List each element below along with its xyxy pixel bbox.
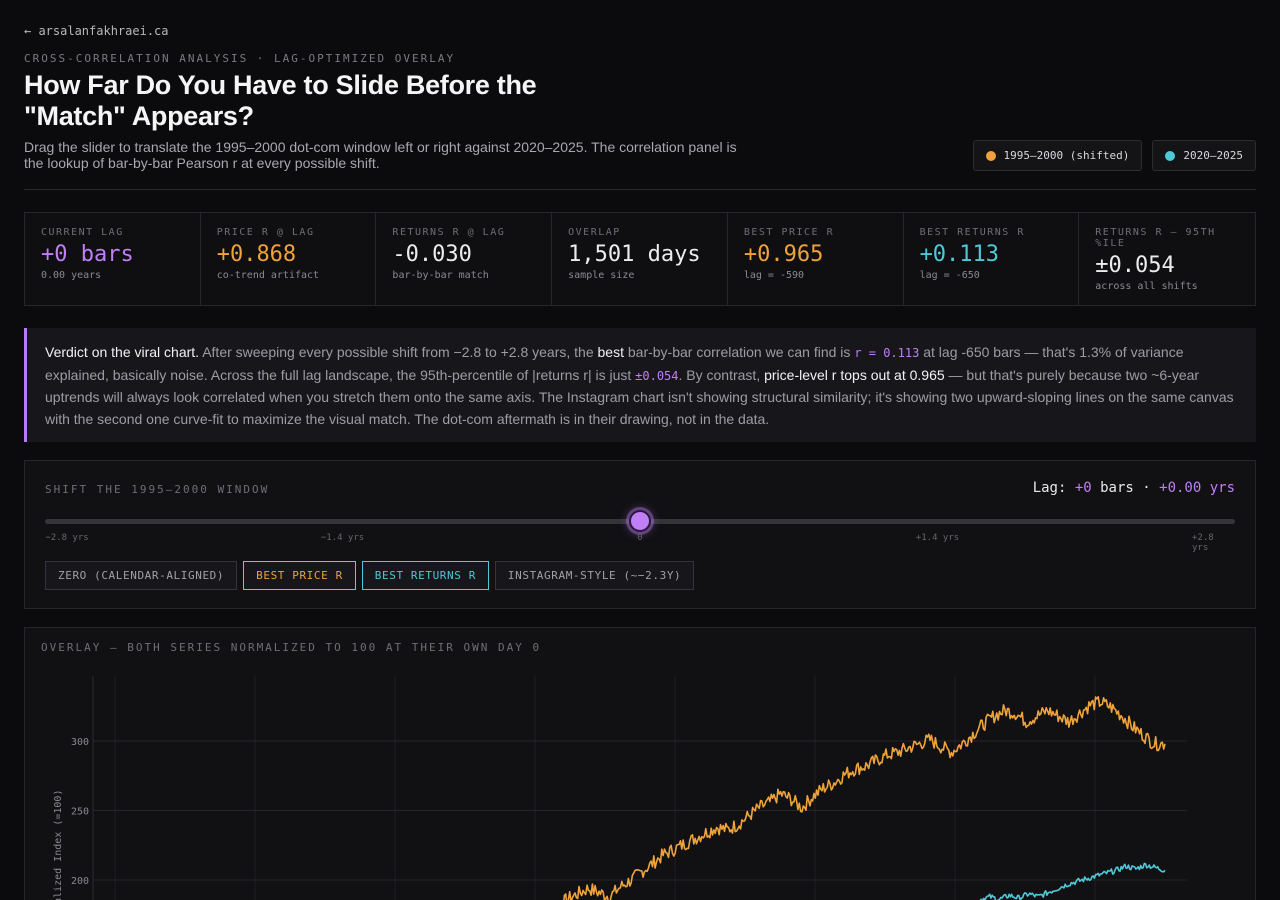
stat-best-returns-r: BEST RETURNS R +0.113 lag = -650: [904, 213, 1080, 305]
legend-item-2020: 2020–2025: [1152, 140, 1256, 171]
stat-current-lag: CURRENT LAG +0 bars 0.00 years: [25, 213, 201, 305]
legend-label: 1995–2000 (shifted): [1003, 149, 1130, 162]
back-link[interactable]: ← arsalanfakhraei.ca: [24, 24, 169, 38]
preset-best-returns-button[interactable]: BEST RETURNS R: [361, 561, 489, 590]
stat-value: +0.113: [919, 242, 1000, 267]
overlay-chart: 200 250 300 Normalized Index (=100): [53, 676, 1187, 900]
stat-value: +0 bars: [41, 242, 134, 267]
verdict-price-level: price-level r tops out at 0.965: [764, 366, 945, 383]
divider: [24, 189, 1256, 190]
slider-panel: SHIFT THE 1995–2000 WINDOW Lag: +0 bars …: [24, 460, 1256, 609]
lag-slider-thumb[interactable]: [629, 510, 651, 532]
preset-best-price-button[interactable]: BEST PRICE R: [243, 561, 356, 590]
stats-grid: CURRENT LAG +0 bars 0.00 years PRICE R @…: [24, 212, 1256, 306]
verdict-text: — but that's purely because two ~6-year …: [45, 366, 1234, 427]
legend-label: 2020–2025: [1183, 149, 1243, 162]
verdict-text: . By contrast,: [678, 366, 765, 383]
slider-title: SHIFT THE 1995–2000 WINDOW: [45, 483, 270, 496]
stat-sub: across all shifts: [1095, 281, 1198, 292]
stat-sub: co-trend artifact: [216, 270, 320, 281]
stat-sub: lag = -590: [743, 270, 805, 281]
page-title: How Far Do You Have to Slide Before the …: [24, 70, 537, 131]
slider-tick: +2.8 yrs: [1192, 533, 1214, 553]
verdict-text: at lag -650 bars — that's 1.3% of varian…: [45, 344, 1184, 383]
overlay-title: OVERLAY — BOTH SERIES NORMALIZED TO 100 …: [41, 641, 542, 654]
page-subtitle: Drag the slider to translate the 1995–20…: [24, 139, 737, 171]
slider-tick: +1.4 yrs: [915, 533, 960, 543]
verdict-code-pct: ±0.054: [635, 368, 679, 383]
y-axis-label: Normalized Index (=100): [53, 790, 64, 900]
y-tick-label: 200: [71, 876, 89, 887]
verdict-text: After sweeping every possible shift from…: [199, 344, 598, 360]
stat-sub: lag = -650: [919, 270, 980, 281]
stat-label: BEST RETURNS R: [919, 227, 1025, 238]
preset-buttons: ZERO (CALENDAR-ALIGNED) BEST PRICE R BES…: [45, 561, 695, 590]
stat-sub: 0.00 years: [41, 270, 102, 281]
lag-bars: +0: [1074, 480, 1092, 496]
stat-returns-95th: RETURNS R — 95TH %ILE ±0.054 across all …: [1079, 213, 1255, 305]
stat-value: -0.030: [392, 242, 472, 267]
stat-sub: sample size: [568, 270, 635, 281]
verdict-code-r: r = 0.113: [854, 346, 920, 360]
y-tick-label: 300: [71, 737, 89, 748]
stat-label: PRICE R @ LAG: [216, 227, 315, 238]
eyebrow: CROSS-CORRELATION ANALYSIS · LAG-OPTIMIZ…: [24, 52, 456, 65]
verdict-callout: Verdict on the viral chart. After sweepi…: [24, 328, 1256, 442]
verdict-text: bar-by-bar correlation we can find is: [623, 344, 855, 360]
lag-years: +0.00 yrs: [1159, 480, 1235, 496]
slider-tick: −2.8 yrs: [45, 533, 89, 543]
stat-returns-r: RETURNS R @ LAG -0.030 bar-by-bar match: [376, 213, 553, 305]
overlay-chart-panel: OVERLAY — BOTH SERIES NORMALIZED TO 100 …: [24, 627, 1256, 900]
stat-label: OVERLAP: [568, 227, 621, 238]
lag-readout: Lag: +0 bars · +0.00 yrs: [1033, 480, 1235, 496]
y-tick-label: 250: [71, 807, 89, 818]
stat-overlap: OVERLAP 1,501 days sample size: [552, 213, 728, 305]
stat-value: ±0.054: [1095, 253, 1175, 278]
stat-label: RETURNS R — 95TH %ILE: [1095, 227, 1216, 249]
stat-price-r: PRICE R @ LAG +0.868 co-trend artifact: [201, 213, 377, 305]
stat-value: +0.868: [216, 242, 297, 267]
orange-dot-icon: [985, 150, 996, 161]
cyan-dot-icon: [1165, 150, 1176, 161]
legend: 1995–2000 (shifted) 2020–2025: [972, 140, 1256, 171]
series-line-1995: [563, 696, 1166, 900]
slider-tick: −1.4 yrs: [320, 533, 365, 543]
stat-label: BEST PRICE R: [743, 227, 835, 238]
verdict-lead: Verdict on the viral chart.: [45, 344, 200, 360]
stat-label: RETURNS R @ LAG: [392, 227, 506, 238]
verdict-best: best: [597, 344, 624, 360]
lag-mid: bars ·: [1091, 480, 1160, 496]
slider-tick: 0: [637, 533, 643, 543]
preset-zero-button[interactable]: ZERO (CALENDAR-ALIGNED): [45, 561, 238, 590]
stat-best-price-r: BEST PRICE R +0.965 lag = -590: [728, 213, 904, 305]
stat-label: CURRENT LAG: [41, 227, 124, 238]
stat-value: +0.965: [743, 242, 824, 267]
preset-instagram-button[interactable]: INSTAGRAM-STYLE (~−2.3Y): [494, 561, 695, 590]
series-line-2020: [979, 862, 1166, 900]
stat-value: 1,501 days: [568, 242, 701, 267]
legend-item-1995: 1995–2000 (shifted): [972, 140, 1143, 171]
lag-prefix: Lag:: [1032, 480, 1075, 496]
stat-sub: bar-by-bar match: [392, 270, 489, 281]
